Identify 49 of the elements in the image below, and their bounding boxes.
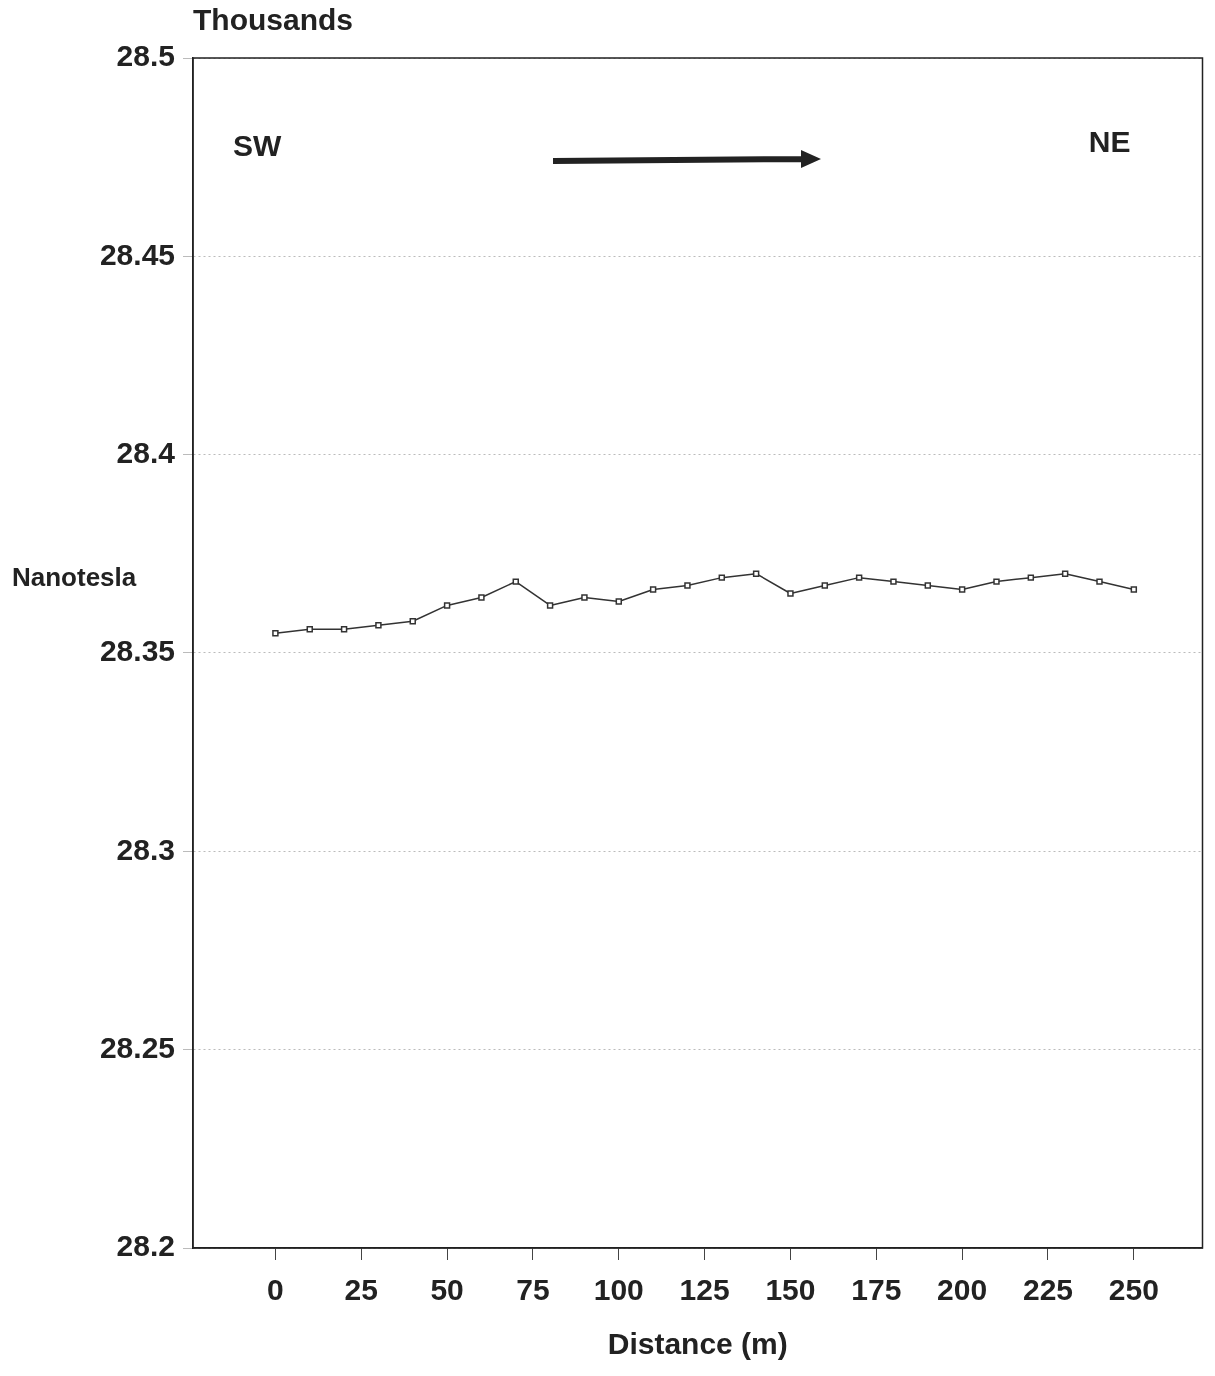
point: [546, 602, 554, 609]
x-tick-label: 150: [765, 1273, 816, 1307]
point: [684, 582, 691, 589]
y-tick-label: 28.2: [116, 1229, 175, 1263]
point: [752, 570, 760, 577]
point: [340, 625, 348, 633]
x-tick-label: 125: [679, 1273, 730, 1307]
x-tick-label: 250: [1108, 1273, 1159, 1307]
point: [958, 586, 966, 593]
y-tick-label: 28.3: [116, 832, 175, 866]
point: [993, 578, 1000, 585]
text: Thousands: [193, 3, 354, 37]
y-tick-label: 28.35: [99, 634, 175, 668]
y-tick-label: 28.5: [116, 39, 175, 73]
point: [615, 598, 622, 605]
x-tick-label: 25: [344, 1273, 378, 1307]
point: [443, 602, 451, 609]
point: [1096, 578, 1103, 585]
point: [581, 594, 588, 601]
point: [375, 622, 382, 629]
point: [272, 629, 279, 637]
point: [718, 574, 726, 581]
point: [306, 625, 313, 633]
point: [409, 618, 416, 625]
x-tick-label: 175: [851, 1273, 902, 1307]
annotation: NE: [1088, 125, 1131, 159]
x-tick-label: 200: [937, 1273, 988, 1307]
point: [855, 574, 863, 581]
y-tick-label: 28.4: [116, 435, 176, 469]
y-tick-label: 28.25: [99, 1030, 175, 1064]
point: [478, 594, 485, 601]
point: [1130, 586, 1138, 593]
x-tick-label: 75: [516, 1273, 550, 1307]
point: [890, 578, 897, 585]
y-tick-label: 28.45: [99, 237, 175, 271]
x-tick-label: 50: [430, 1273, 464, 1307]
point: [1061, 570, 1069, 577]
point: [1027, 574, 1035, 581]
annotation: SW: [233, 129, 283, 163]
point: [821, 582, 829, 589]
point: [649, 586, 657, 593]
x-tick-label: 225: [1022, 1273, 1074, 1307]
point: [787, 590, 794, 597]
x-tick-label: 0: [267, 1273, 284, 1307]
x-axis-title: Distance (m): [607, 1327, 788, 1361]
y-axis-title: Nanotesla: [12, 562, 137, 593]
point: [924, 582, 932, 589]
point: [512, 578, 519, 585]
x-tick-label: 100: [593, 1273, 644, 1307]
